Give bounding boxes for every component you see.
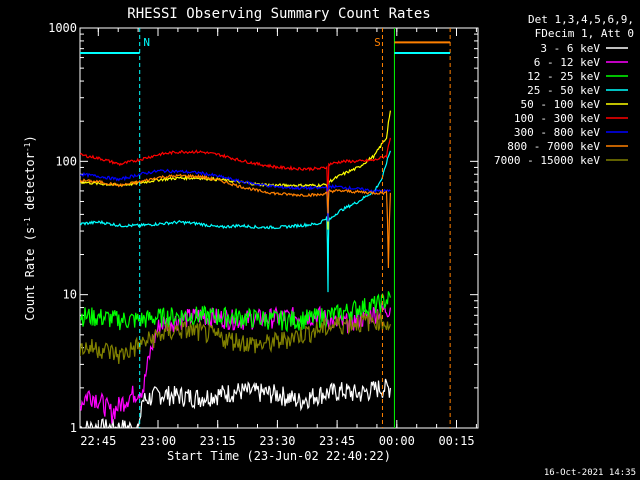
y-tick-label: 10	[63, 288, 77, 302]
x-tick-label: 00:15	[438, 434, 474, 448]
chart-title: RHESSI Observing Summary Count Rates	[127, 6, 430, 22]
legend-header-line-1: Det 1,3,4,5,6,9,	[528, 13, 634, 26]
legend-label: 12 - 25 keV	[527, 70, 600, 83]
legend-header-line-2: FDecim 1, Att 0	[534, 27, 634, 40]
y-tick-label: 100	[55, 154, 77, 168]
legend-label: 800 - 7000 keV	[507, 140, 600, 153]
legend-label: 7000 - 15000 keV	[494, 154, 600, 167]
legend-label: 3 - 6 keV	[540, 42, 600, 55]
series-line-25-50-kev	[80, 150, 391, 293]
x-tick-label: 23:00	[140, 434, 176, 448]
plot-frame	[79, 27, 479, 429]
y-axis-label: Count Rate (s-1 detector-1)	[23, 135, 38, 320]
x-axis-label: Start Time (23-Jun-02 22:40:22)	[167, 449, 391, 463]
legend-label: 6 - 12 keV	[534, 56, 601, 69]
series-line-7000-15000-kev	[80, 310, 391, 364]
legend-label: 25 - 50 keV	[527, 84, 600, 97]
x-tick-label: 00:00	[379, 434, 415, 448]
marker-label-n: N	[143, 36, 150, 49]
x-tick-label: 23:15	[200, 434, 236, 448]
legend-label: 100 - 300 keV	[514, 112, 600, 125]
marker-label-s: S	[374, 36, 381, 49]
plot-area: RHESSI Observing Summary Count Rates 1 10 1…	[23, 6, 628, 463]
series-group	[80, 28, 451, 428]
series-line-100-300-kev	[80, 137, 391, 209]
y-tick-label: 1	[70, 421, 77, 435]
generated-timestamp: 16-Oct-2021 14:35	[543, 468, 636, 478]
legend-label: 300 - 800 keV	[514, 126, 600, 139]
series-line-800-7000-kev	[80, 173, 391, 269]
x-tick-label: 23:30	[259, 434, 295, 448]
series-line-50-100-kev	[80, 110, 391, 230]
x-tick-label: 22:45	[80, 434, 116, 448]
x-tick-label: 23:45	[319, 434, 355, 448]
series-line-3-6-kev	[80, 378, 391, 428]
y-tick-label: 1000	[48, 21, 77, 35]
series-line-6-12-kev	[80, 302, 391, 424]
legend-label: 50 - 100 keV	[521, 98, 601, 111]
series-line-300-800-kev	[80, 168, 391, 222]
